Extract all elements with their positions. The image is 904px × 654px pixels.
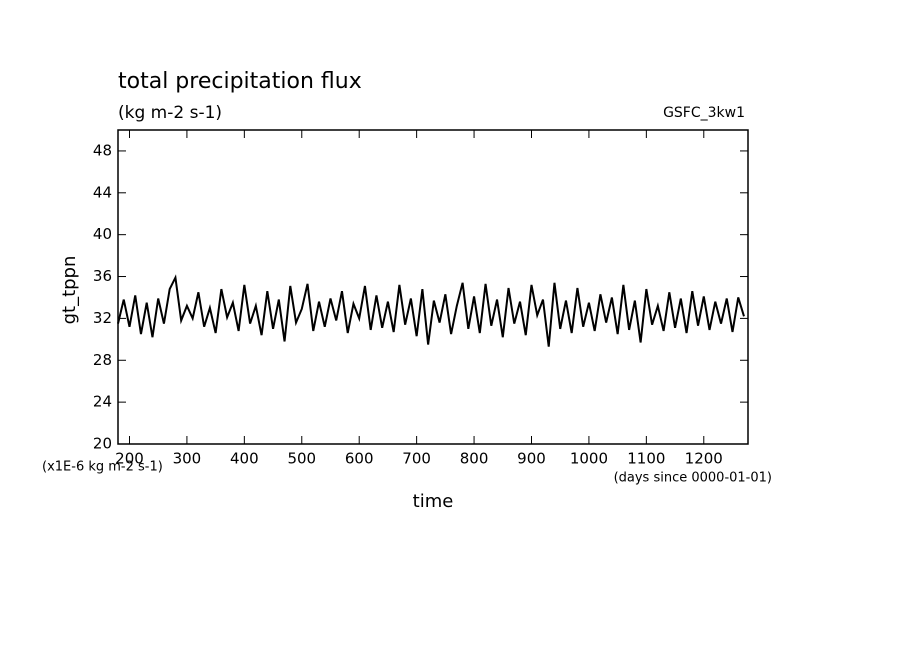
chart-subtitle: (kg m-2 s-1) <box>118 103 222 123</box>
y-units: (x1E-6 kg m-2 s-1) <box>42 460 163 475</box>
y-tick-label: 20 <box>93 435 112 453</box>
x-axis-label: time <box>413 491 454 512</box>
x-tick-label: 600 <box>345 450 374 468</box>
chart-title: total precipitation flux <box>118 69 362 94</box>
x-tick-label: 700 <box>402 450 431 468</box>
y-tick-label: 40 <box>93 225 112 243</box>
y-tick-label: 28 <box>93 351 112 369</box>
y-tick-label: 44 <box>93 183 112 201</box>
y-axis-label: gt_tppn <box>59 256 80 325</box>
x-tick-label: 1000 <box>570 450 608 468</box>
x-tick-label: 400 <box>230 450 259 468</box>
y-tick-label: 36 <box>93 267 112 285</box>
y-tick-label: 32 <box>93 309 112 327</box>
x-tick-label: 200 <box>115 450 144 468</box>
x-tick-label: 1200 <box>685 450 723 468</box>
x-tick-label: 300 <box>173 450 202 468</box>
tag: GSFC_3kw1 <box>663 105 745 121</box>
y-tick-label: 48 <box>93 141 112 159</box>
y-tick-label: 24 <box>93 393 112 411</box>
x-tick-label: 500 <box>287 450 316 468</box>
x-tick-label: 1100 <box>627 450 665 468</box>
plot-frame <box>117 129 749 445</box>
x-units: (days since 0000-01-01) <box>614 471 772 486</box>
x-tick-label: 900 <box>517 450 546 468</box>
x-tick-label: 800 <box>460 450 489 468</box>
data-line <box>117 274 745 347</box>
